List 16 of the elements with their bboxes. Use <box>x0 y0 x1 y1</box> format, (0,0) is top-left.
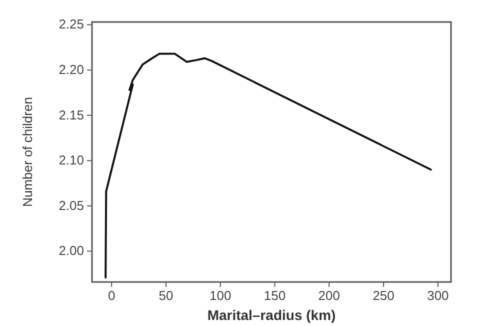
y-tick-label: 2.00 <box>58 243 84 258</box>
x-tick-label: 250 <box>372 288 394 303</box>
x-tick-label: 0 <box>108 288 116 303</box>
y-tick-label: 2.10 <box>58 152 84 168</box>
y-tick-label: 2.15 <box>58 107 84 122</box>
x-axis-title: Marital–radius (km) <box>207 307 336 323</box>
x-tick-label: 150 <box>264 288 286 303</box>
y-tick-label: 2.05 <box>58 198 84 213</box>
x-tick-label: 50 <box>158 288 174 303</box>
x-tick-label: 100 <box>210 288 232 303</box>
x-tick-label: 200 <box>318 288 340 303</box>
y-tick-label: 2.20 <box>58 62 84 78</box>
x-tick-label: 300 <box>427 288 449 303</box>
line-series <box>104 52 432 278</box>
y-axis-title: Number of children <box>20 97 35 207</box>
y-tick-label: 2.25 <box>58 16 84 32</box>
